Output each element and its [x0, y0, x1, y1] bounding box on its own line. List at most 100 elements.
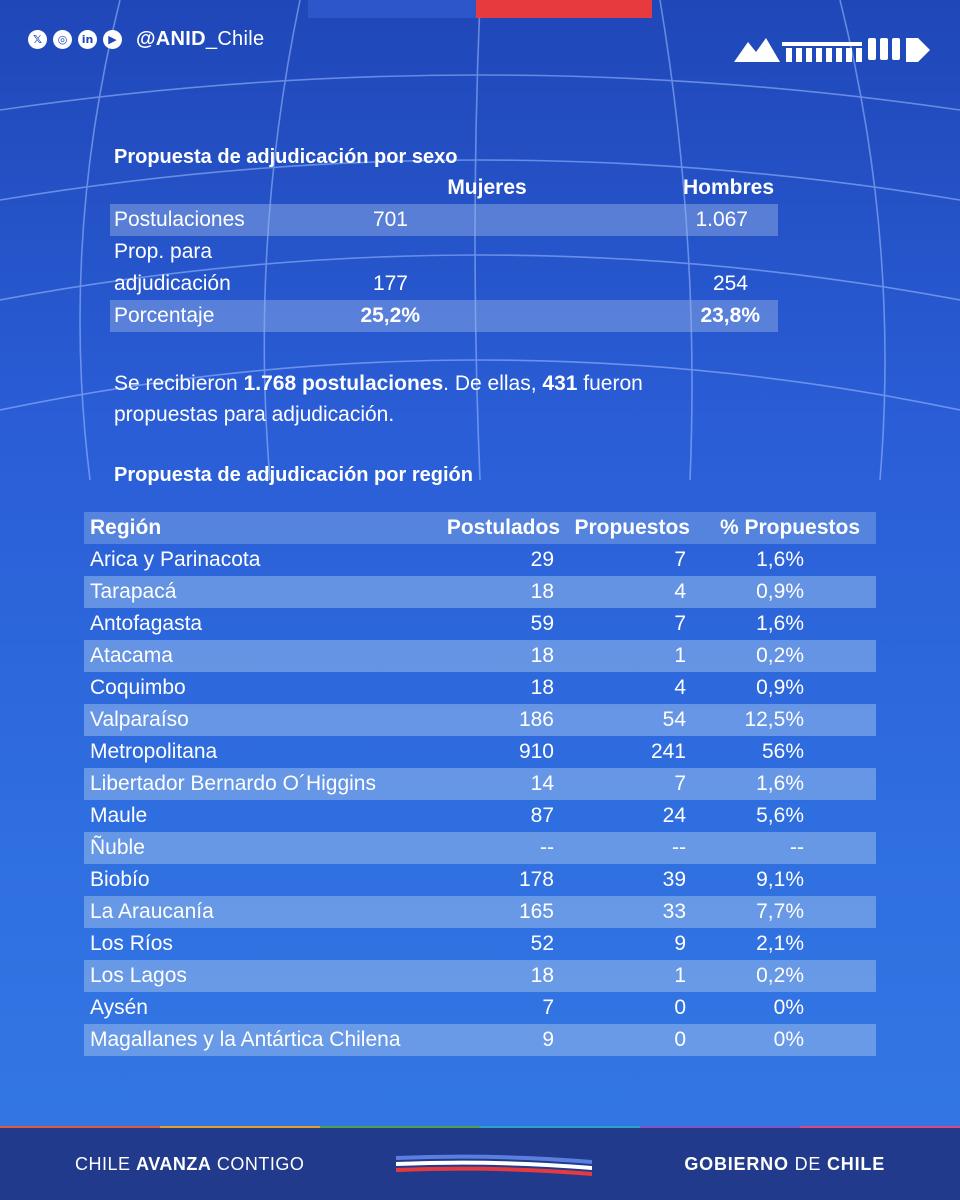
cell-region: Atacama — [90, 644, 173, 667]
cell-region: Libertador Bernardo O´Higgins — [90, 772, 376, 795]
cell-propuestos: 7 — [674, 548, 686, 571]
cell-propuestos: 24 — [662, 804, 686, 827]
header-region: Región — [90, 516, 162, 539]
col-men-header: Hombres — [682, 176, 774, 199]
cell-propuestos: 7 — [674, 772, 686, 795]
cell-region: Maule — [90, 804, 148, 827]
summary-text: Se recibieron 1.768 postulaciones. De el… — [114, 372, 643, 426]
cell-region: Tarapacá — [90, 580, 177, 603]
cell-region: Arica y Parinacota — [90, 548, 261, 571]
cell-propuestos: 1 — [674, 964, 686, 987]
cell-region: Coquimbo — [90, 676, 186, 699]
cell-region: La Araucanía — [90, 900, 214, 923]
table-row: Biobío 178 39 9,1% — [84, 864, 876, 896]
cell-region: Magallanes y la Antártica Chilena — [90, 1028, 401, 1051]
cell-pct: 7,7% — [756, 900, 804, 923]
social-handle[interactable]: @ANID_Chile — [136, 28, 265, 50]
footer: CHILE AVANZA CONTIGO GOBIERNO DE CHILE — [0, 1128, 960, 1200]
footer-slogan: CHILE AVANZA CONTIGO — [75, 1153, 305, 1174]
cell-propuestos: 0 — [674, 996, 686, 1019]
cell-propuestos: 54 — [662, 708, 686, 731]
table-row: Ñuble -- -- -- — [84, 832, 876, 864]
footer-government: GOBIERNO DE CHILE — [684, 1153, 885, 1174]
sex-table-header: Mujeres Hombres — [110, 172, 778, 204]
table-row: Metropolitana 910 241 56% — [84, 736, 876, 768]
cell-region: Los Lagos — [90, 964, 187, 987]
cell-region: Valparaíso — [90, 708, 189, 731]
cell-pct: 0,9% — [756, 580, 804, 603]
cell-postulados: 59 — [530, 612, 554, 635]
table-row: Libertador Bernardo O´Higgins 14 7 1,6% — [84, 768, 876, 800]
cell-propuestos: 7 — [674, 612, 686, 635]
cell-pct: 1,6% — [756, 772, 804, 795]
col-women-header: Mujeres — [447, 176, 527, 199]
youtube-icon[interactable]: ▶ — [103, 30, 122, 49]
table-row: Coquimbo 18 4 0,9% — [84, 672, 876, 704]
cell-propuestos: 1 — [674, 644, 686, 667]
cell-postulados: 910 — [518, 740, 554, 763]
cell-propuestos: 33 — [662, 900, 686, 923]
region-section-title: Propuesta de adjudicación por región — [114, 464, 473, 486]
cell-region: Metropolitana — [90, 740, 218, 763]
table-row: Maule 87 24 5,6% — [84, 800, 876, 832]
cell-postulados: 7 — [542, 996, 554, 1019]
cell-region: Antofagasta — [90, 612, 203, 635]
flag-red-segment — [476, 0, 652, 18]
x-icon[interactable]: 𝕏 — [28, 30, 47, 49]
cell-postulados: 29 — [530, 548, 554, 571]
sex-table: Mujeres Hombres Postulaciones 701 1.067 … — [110, 172, 778, 332]
cell-pct: 12,5% — [744, 708, 804, 731]
cell-pct: 9,1% — [756, 868, 804, 891]
table-row: Porcentaje 25,2% 23,8% — [110, 300, 778, 332]
table-row: Los Ríos 52 9 2,1% — [84, 928, 876, 960]
cell-propuestos: -- — [672, 836, 686, 859]
table-row: Postulaciones 701 1.067 — [110, 204, 778, 236]
cell-pct: 1,6% — [756, 612, 804, 635]
cell-postulados: 18 — [530, 580, 554, 603]
table-row: Arica y Parinacota 29 7 1,6% — [84, 544, 876, 576]
background-grid — [0, 0, 960, 480]
cell-propuestos: 9 — [674, 932, 686, 955]
flag-stripe-icon — [396, 1154, 593, 1176]
flag-blue-segment — [308, 0, 476, 18]
table-row: Magallanes y la Antártica Chilena 9 0 0% — [84, 1024, 876, 1056]
cell-pct: 1,6% — [756, 548, 804, 571]
table-row: adjudicación 177 254 — [114, 272, 748, 295]
anid-logo — [734, 38, 930, 62]
table-row: Prop. para — [114, 240, 213, 263]
cell-region: Los Ríos — [90, 932, 173, 955]
cell-propuestos: 0 — [674, 1028, 686, 1051]
header-propuestos: Propuestos — [574, 516, 690, 539]
region-table: Región Postulados Propuestos % Propuesto… — [84, 512, 876, 1056]
linkedin-icon[interactable]: in — [78, 30, 97, 49]
cell-pct: -- — [790, 836, 804, 859]
cell-postulados: 87 — [530, 804, 554, 827]
flag-bar — [308, 0, 652, 18]
cell-postulados: 178 — [518, 868, 554, 891]
cell-postulados: 18 — [530, 676, 554, 699]
cell-propuestos: 4 — [674, 676, 686, 699]
cell-propuestos: 4 — [674, 580, 686, 603]
instagram-icon[interactable]: ◎ — [53, 30, 72, 49]
table-row: Aysén 7 0 0% — [84, 992, 876, 1024]
cell-pct: 2,1% — [756, 932, 804, 955]
cell-postulados: 165 — [518, 900, 554, 923]
cell-pct: 0% — [773, 1028, 804, 1051]
cell-postulados: 18 — [530, 644, 554, 667]
table-row: La Araucanía 165 33 7,7% — [84, 896, 876, 928]
cell-postulados: 52 — [530, 932, 554, 955]
cell-postulados: -- — [540, 836, 554, 859]
cell-pct: 0,2% — [756, 964, 804, 987]
sex-section-title: Propuesta de adjudicación por sexo — [114, 146, 458, 168]
cell-postulados: 9 — [542, 1028, 554, 1051]
table-row: Los Lagos 18 1 0,2% — [84, 960, 876, 992]
cell-region: Aysén — [90, 996, 148, 1019]
cell-region: Ñuble — [90, 836, 145, 859]
table-row: Valparaíso 186 54 12,5% — [84, 704, 876, 736]
cell-propuestos: 39 — [662, 868, 686, 891]
cell-propuestos: 241 — [650, 740, 686, 763]
header-pct-propuestos: % Propuestos — [719, 516, 860, 539]
cell-pct: 5,6% — [756, 804, 804, 827]
cell-region: Biobío — [90, 868, 150, 891]
header-postulados: Postulados — [446, 516, 560, 539]
